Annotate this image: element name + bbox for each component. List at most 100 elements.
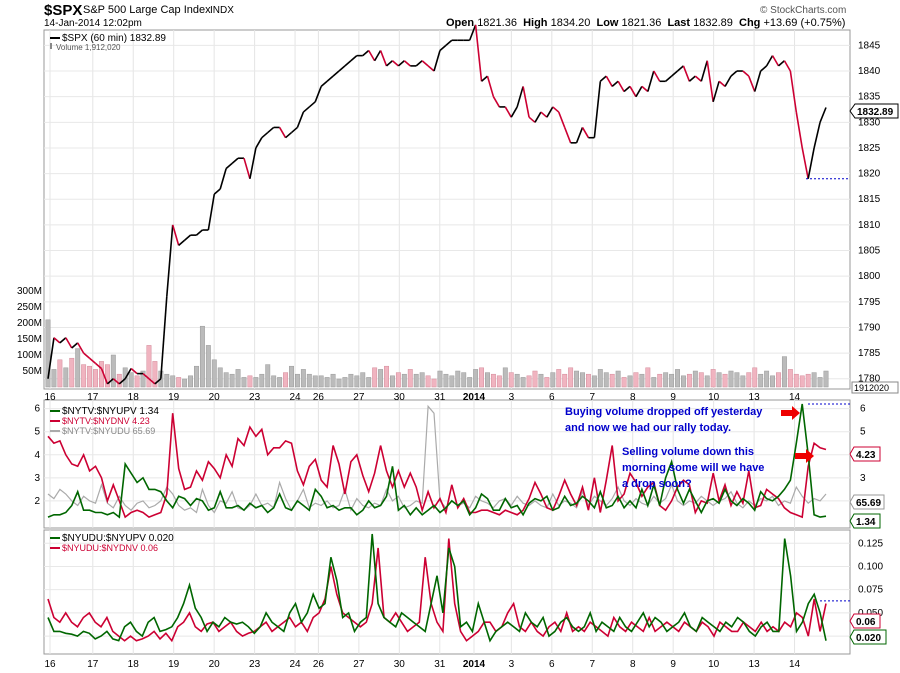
volume-bar — [390, 375, 395, 388]
volume-bar — [366, 377, 372, 388]
price-line-segment — [516, 86, 524, 108]
volume-bar — [479, 367, 484, 388]
volume-bar — [633, 372, 639, 388]
price-line-segment — [94, 362, 102, 370]
last-value: 1832.89 — [693, 17, 733, 29]
volume-bar — [419, 372, 425, 388]
y-tick-label: 0.125 — [858, 538, 883, 549]
volume-bar — [354, 375, 360, 388]
volume-bar — [770, 375, 775, 388]
volume-bar — [490, 373, 496, 388]
volume-bar — [75, 348, 81, 388]
x-tick-label: 27 — [353, 392, 365, 403]
x-tick-label: 30 — [394, 659, 406, 670]
price-line-segment — [504, 106, 512, 118]
volume-bar — [294, 373, 300, 388]
price-line-segment — [558, 111, 566, 128]
price-line-segment — [332, 70, 340, 77]
price-line-segment — [581, 127, 590, 139]
annotation-selling-line1: Selling volume down this — [622, 446, 754, 458]
x-tick-label: 19 — [168, 392, 180, 403]
price-line-segment — [694, 75, 702, 82]
volume-bar — [550, 372, 556, 388]
price-line-segment — [350, 55, 358, 62]
legend-nytv-nyudu: $NYTV:$NYUDU 65.69 — [62, 426, 155, 436]
price-line-segment — [481, 75, 489, 82]
price-line-segment — [801, 147, 809, 179]
symbol: $SPX — [44, 2, 83, 19]
volume-bar — [615, 370, 621, 388]
ohlc-bar: Open 1821.36 High 1834.20 Low 1821.36 La… — [446, 17, 845, 29]
volume-bar — [508, 372, 514, 388]
volume-bar — [283, 372, 289, 388]
price-line-segment — [53, 337, 61, 344]
price-line-segment — [112, 378, 120, 385]
x-tick-label: 18 — [128, 392, 140, 403]
price-line-segment — [445, 39, 453, 46]
y-tick-label: 1795 — [858, 297, 881, 308]
annotation-buying-line1: Buying volume dropped off yesterday — [565, 406, 763, 418]
price-line-segment — [124, 368, 132, 380]
price-line-segment — [148, 378, 156, 385]
volume-bar — [395, 372, 401, 388]
price-line-segment — [278, 127, 287, 139]
price-line-segment — [373, 50, 382, 62]
volume-bar — [657, 373, 663, 388]
y-tick-label-left: 3 — [34, 473, 40, 484]
price-line-segment — [789, 70, 798, 113]
volume-bar — [716, 372, 722, 388]
price-line-segment — [688, 75, 696, 82]
panel2-tag-green-text: 1.34 — [856, 517, 876, 528]
volume-bar — [110, 354, 116, 388]
price-line-segment — [647, 70, 655, 92]
y-tick-label-left: 2 — [34, 496, 40, 507]
datetime: 14-Jan-2014 12:02pm — [44, 18, 142, 29]
volume-bar — [609, 373, 615, 388]
volume-bar — [241, 377, 247, 388]
y-volume-tick-label: 300M — [17, 286, 42, 297]
x-tick-label: 27 — [353, 659, 365, 670]
price-line-segment — [819, 107, 827, 123]
volume-bar — [134, 375, 140, 388]
x-tick-label: 8 — [630, 392, 636, 403]
volume-bar — [425, 375, 431, 388]
volume-bar — [300, 369, 306, 388]
header: $SPX S&P 500 Large Cap Index INDX 14-Jan… — [0, 0, 900, 30]
price-line-segment — [771, 55, 780, 67]
panel2-tag-green: 1.34 — [849, 513, 881, 529]
price-line-segment — [415, 60, 423, 67]
volume-bar — [128, 372, 134, 388]
volume-bar — [289, 365, 294, 388]
volume-bar — [686, 373, 692, 388]
y-tick-label: 1810 — [858, 220, 881, 231]
price-line-segment — [718, 80, 726, 88]
price-line-segment — [368, 50, 376, 62]
volume-bar — [823, 370, 829, 388]
x-tick-label: 13 — [749, 659, 761, 670]
legend-nytv-nydnv: $NYTV:$NYDNV 4.23 — [62, 416, 150, 426]
price-line-segment — [468, 24, 477, 41]
copyright[interactable]: © StockCharts.com — [760, 5, 847, 16]
legend-volume-swatch — [50, 43, 52, 49]
volume-bar — [591, 375, 597, 388]
price-line-segment — [391, 60, 399, 67]
panel2-tag-gray-text: 65.69 — [856, 498, 881, 509]
volume-bar — [722, 373, 728, 388]
volume-bar — [407, 369, 413, 388]
price-line-segment — [130, 367, 138, 375]
legend-nyudu-nydnv: $NYUDU:$NYDNV 0.06 — [62, 543, 158, 553]
price-line-segment — [231, 157, 239, 164]
main-legend: $SPX (60 min) 1832.89 Volume 1,912,020 — [50, 33, 166, 52]
volume-bar — [443, 373, 449, 388]
x-tick-label: 3 — [509, 392, 515, 403]
price-line-segment — [635, 86, 643, 98]
volume-bar — [194, 365, 199, 388]
volume-bar — [259, 373, 265, 388]
volume-bar — [378, 369, 384, 388]
volume-bar — [544, 377, 550, 388]
panel2-tag-red: 4.23 — [849, 446, 881, 462]
price-line-segment — [421, 60, 429, 67]
x-tick-label: 3 — [509, 659, 515, 670]
